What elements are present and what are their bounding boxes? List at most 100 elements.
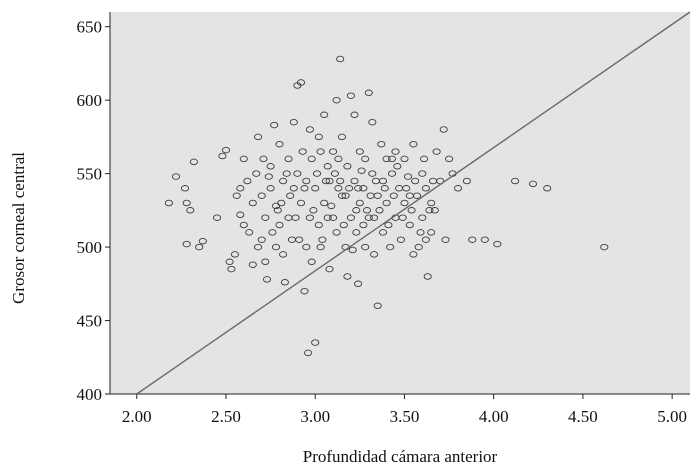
data-point bbox=[239, 155, 248, 163]
data-point bbox=[423, 273, 432, 280]
data-point bbox=[325, 177, 334, 185]
x-tick-label: 3.50 bbox=[390, 407, 420, 426]
y-tick-label: 550 bbox=[77, 165, 103, 184]
data-point bbox=[289, 185, 298, 192]
data-point bbox=[245, 229, 254, 236]
x-tick-label: 3.00 bbox=[300, 407, 330, 426]
y-tick-label: 400 bbox=[77, 385, 103, 404]
data-point bbox=[405, 192, 414, 199]
data-point bbox=[323, 163, 332, 170]
data-point bbox=[252, 170, 261, 177]
data-point bbox=[370, 251, 379, 258]
data-point bbox=[243, 177, 252, 185]
data-point bbox=[248, 261, 257, 268]
y-axis-title: Grosor corneal central bbox=[9, 152, 28, 304]
data-point bbox=[355, 148, 364, 155]
data-point bbox=[316, 148, 325, 155]
data-point bbox=[314, 221, 323, 229]
data-point bbox=[289, 118, 298, 126]
data-point bbox=[403, 173, 413, 180]
data-point bbox=[329, 214, 338, 221]
data-point bbox=[336, 177, 345, 185]
data-point bbox=[352, 229, 361, 236]
x-axis-ticks: 2.00 2.50 3.00 3.50 4.00 4.50 5.00 bbox=[122, 394, 687, 426]
plot-area bbox=[110, 12, 690, 394]
data-point bbox=[257, 192, 266, 199]
data-point bbox=[282, 170, 291, 177]
data-point bbox=[323, 214, 332, 221]
data-point bbox=[275, 221, 284, 229]
data-point bbox=[264, 173, 273, 180]
data-point bbox=[432, 148, 441, 155]
data-point bbox=[311, 339, 320, 346]
data-point bbox=[364, 214, 373, 221]
data-point bbox=[277, 199, 286, 207]
data-point bbox=[334, 155, 343, 163]
data-point bbox=[300, 185, 309, 192]
data-point bbox=[396, 236, 405, 243]
data-point bbox=[311, 185, 320, 192]
data-point bbox=[543, 185, 552, 192]
data-point bbox=[427, 199, 436, 207]
data-point bbox=[164, 199, 173, 207]
data-point bbox=[348, 246, 357, 254]
x-tick-label: 2.00 bbox=[122, 407, 152, 426]
data-point bbox=[400, 199, 409, 207]
data-point bbox=[321, 177, 330, 185]
data-point bbox=[320, 199, 329, 207]
data-point bbox=[268, 229, 277, 236]
y-tick-label: 450 bbox=[77, 312, 103, 331]
data-point bbox=[345, 185, 354, 192]
data-point bbox=[180, 185, 190, 192]
data-point bbox=[296, 79, 306, 86]
data-point bbox=[182, 199, 191, 207]
data-point bbox=[350, 111, 359, 119]
data-point bbox=[409, 140, 418, 148]
data-point bbox=[259, 155, 268, 163]
data-point bbox=[462, 177, 471, 185]
data-point bbox=[421, 236, 430, 243]
data-point bbox=[336, 55, 345, 63]
data-point bbox=[377, 140, 386, 148]
data-point bbox=[357, 167, 366, 174]
data-point bbox=[343, 273, 352, 280]
data-point bbox=[387, 155, 397, 163]
data-point bbox=[295, 236, 304, 243]
data-point bbox=[382, 199, 391, 207]
data-point bbox=[339, 221, 348, 229]
data-point bbox=[359, 185, 368, 192]
data-point bbox=[386, 243, 395, 251]
data-point bbox=[254, 243, 263, 251]
data-point bbox=[195, 243, 204, 251]
y-axis-ticks: 400 450 500 550 600 650 bbox=[77, 18, 110, 404]
y-tick-label: 650 bbox=[77, 18, 103, 37]
data-point bbox=[453, 185, 463, 192]
data-point bbox=[284, 155, 293, 163]
data-point bbox=[279, 177, 288, 185]
data-point bbox=[355, 199, 364, 207]
data-point bbox=[305, 126, 314, 133]
data-point bbox=[380, 185, 389, 192]
x-tick-label: 4.00 bbox=[479, 407, 509, 426]
data-point bbox=[387, 170, 397, 177]
data-point bbox=[428, 177, 438, 185]
data-point bbox=[227, 265, 236, 273]
data-point bbox=[364, 89, 373, 97]
data-point bbox=[327, 202, 336, 210]
data-point bbox=[314, 133, 323, 141]
data-point bbox=[418, 214, 427, 221]
data-point bbox=[320, 111, 329, 119]
data-point bbox=[420, 155, 429, 163]
data-point bbox=[325, 265, 334, 273]
reference-line bbox=[136, 11, 691, 395]
data-point bbox=[354, 280, 363, 288]
data-point bbox=[236, 211, 245, 219]
data-point bbox=[198, 237, 207, 245]
data-point bbox=[511, 177, 520, 185]
data-point bbox=[232, 192, 241, 199]
reference-line-group bbox=[136, 11, 691, 395]
data-point bbox=[279, 251, 288, 258]
data-point bbox=[334, 185, 343, 192]
data-point bbox=[371, 177, 380, 185]
data-point bbox=[375, 207, 384, 214]
